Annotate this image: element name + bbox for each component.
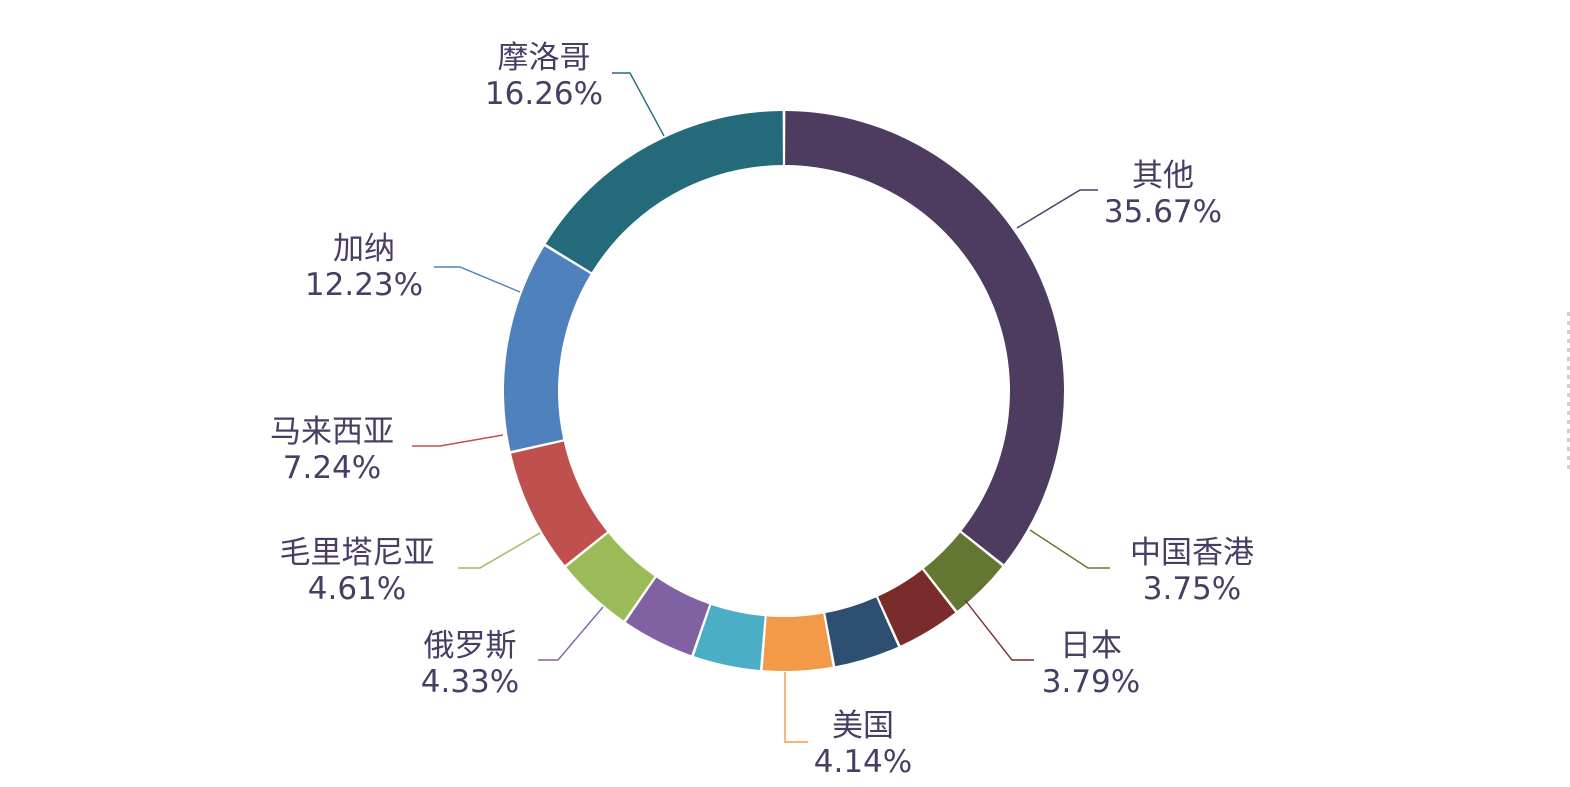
slice-percent-label: 4.61%: [308, 571, 406, 607]
slice-name-label: 俄罗斯: [424, 628, 517, 664]
slice-percent-label: 7.24%: [283, 450, 381, 486]
donut-slices: [504, 111, 1064, 672]
leader-line: [612, 72, 665, 137]
page-edge-marker: [1567, 312, 1570, 472]
donut-slice-日本: [878, 569, 956, 646]
slice-name-label: 马来西亚: [270, 414, 394, 450]
leader-line: [434, 266, 521, 293]
donut-slice-3: [825, 597, 899, 667]
leader-line: [784, 672, 808, 743]
leader-line: [538, 606, 604, 661]
leader-line: [412, 434, 504, 447]
slice-percent-label: 4.14%: [814, 744, 912, 780]
slice-percent-label: 3.79%: [1042, 664, 1140, 700]
donut-slice-俄罗斯: [625, 577, 710, 656]
donut-slice-加纳: [504, 246, 591, 451]
donut-slice-其他: [785, 111, 1064, 565]
leader-line: [458, 532, 541, 569]
slice-name-label: 毛里塔尼亚: [280, 535, 435, 571]
slice-label-group: 美国4.14%: [784, 672, 912, 780]
leader-line: [1029, 529, 1110, 569]
slice-name-label: 摩洛哥: [498, 40, 591, 76]
slice-percent-label: 16.26%: [485, 76, 603, 112]
donut-slice-中国香港: [923, 532, 1003, 611]
slice-percent-label: 4.33%: [421, 664, 519, 700]
donut-slice-美国: [762, 613, 833, 672]
donut-slice-摩洛哥: [545, 111, 783, 273]
slice-percent-label: 3.75%: [1143, 571, 1241, 607]
donut-slice-马来西亚: [511, 441, 608, 566]
slice-percent-label: 12.23%: [305, 267, 423, 303]
slice-label-group: 日本3.79%: [964, 599, 1140, 700]
leader-line: [1016, 189, 1098, 229]
slice-name-label: 其他: [1132, 158, 1194, 194]
donut-slice-毛里塔尼亚: [566, 533, 655, 621]
slice-name-label: 加纳: [333, 231, 395, 267]
donut-slice-5: [693, 604, 765, 670]
slice-percent-label: 35.67%: [1104, 194, 1222, 230]
slice-name-label: 中国香港: [1130, 535, 1254, 571]
slice-name-label: 美国: [832, 708, 894, 744]
leader-line: [964, 599, 1034, 661]
slice-name-label: 日本: [1060, 628, 1122, 664]
